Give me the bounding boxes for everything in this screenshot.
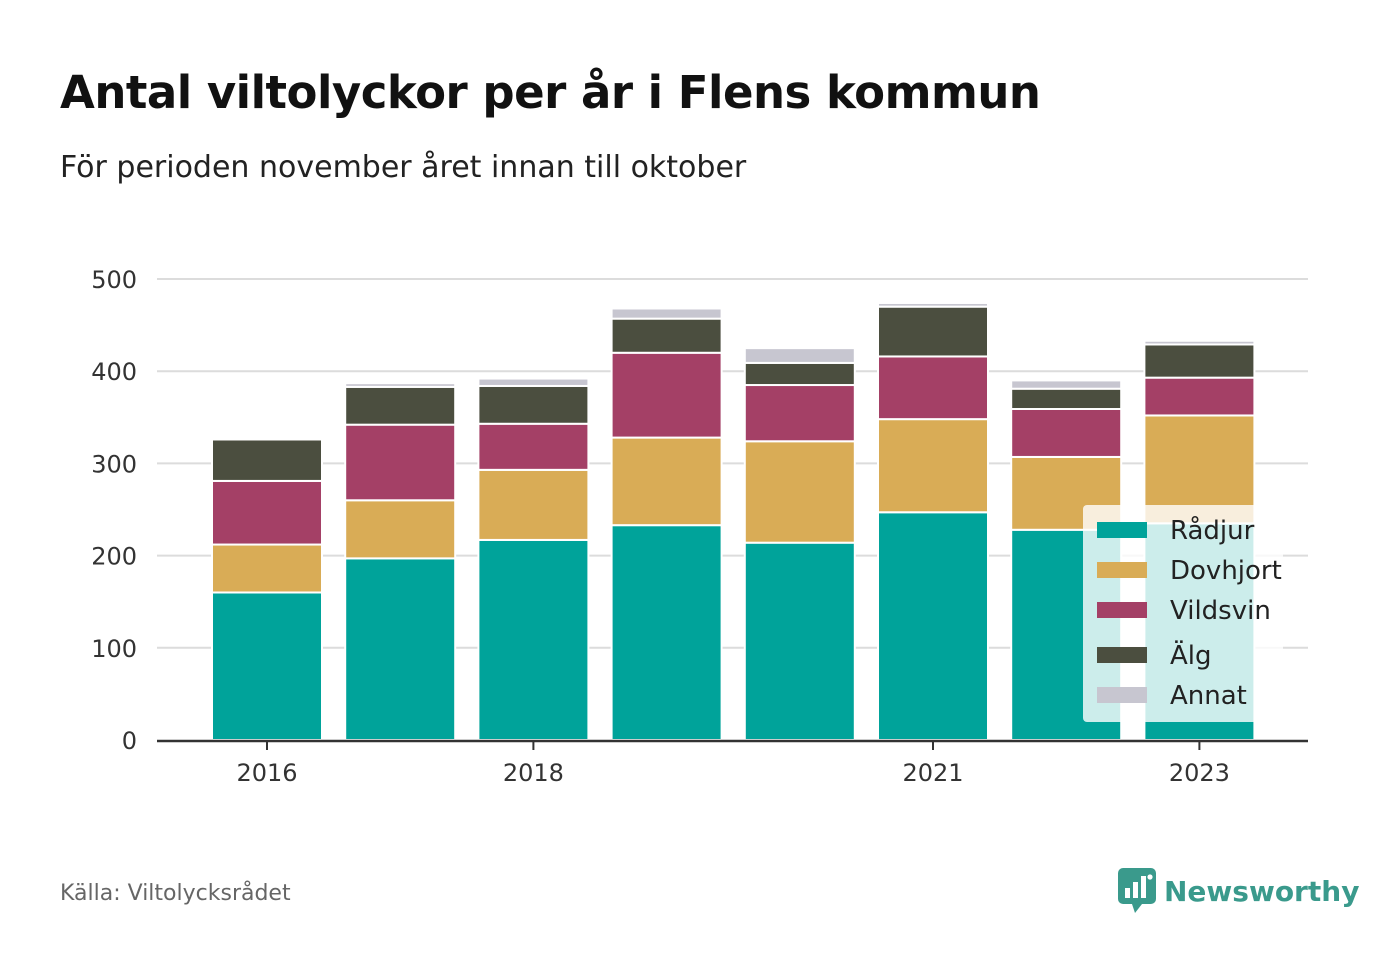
x-tick-label: 2021: [902, 759, 963, 787]
bar-segment-dovhjort-2017: [344, 499, 457, 560]
legend-label: Dovhjort: [1170, 556, 1282, 586]
bar-segment-dovhjort-2020: [743, 440, 856, 544]
bar-segment-älg-2020: [743, 361, 856, 387]
legend-swatch-rådjur: [1097, 522, 1147, 538]
y-tick-label: 400: [91, 358, 137, 386]
legend-label: Älg: [1170, 639, 1212, 671]
bar-segment-dovhjort-2021: [877, 418, 989, 514]
y-tick-label: 200: [91, 543, 137, 571]
legend-swatch-älg: [1097, 647, 1147, 663]
bar-segment-annat-2019: [610, 307, 723, 320]
y-tick-label: 500: [91, 266, 137, 294]
bar-segment-älg-2022: [1010, 387, 1123, 411]
bar-segment-rådjur-2021: [877, 511, 989, 741]
bar-segment-dovhjort-2016: [211, 543, 323, 594]
bar-segment-älg-2018: [477, 384, 590, 425]
legend-swatch-dovhjort: [1097, 562, 1147, 578]
bar-segment-annat-2018: [477, 377, 590, 387]
source-note: Källa: Viltolycksrådet: [60, 881, 291, 906]
brand-name: Newsworthy: [1164, 874, 1360, 908]
bar-segment-vildsvin-2017: [344, 423, 457, 502]
bar-segment-älg-2017: [344, 385, 457, 426]
bar-segment-rådjur-2018: [477, 538, 590, 742]
x-tick-label: 2018: [503, 759, 564, 787]
bar-segment-älg-2019: [610, 317, 723, 354]
bar-segment-vildsvin-2023: [1143, 376, 1256, 417]
bar-segment-älg-2021: [877, 305, 989, 358]
legend-box: [1083, 505, 1283, 722]
legend-label: Annat: [1170, 681, 1247, 711]
legend-label: Rådjur: [1170, 515, 1255, 546]
legend-label: Vildsvin: [1170, 596, 1271, 626]
legend-swatch-vildsvin: [1097, 602, 1147, 618]
bar-segment-vildsvin-2020: [743, 384, 856, 443]
bar-segment-vildsvin-2022: [1010, 408, 1123, 458]
bar-segment-vildsvin-2019: [610, 351, 723, 439]
legend-swatch-annat: [1097, 687, 1147, 703]
bar-segment-vildsvin-2021: [877, 355, 989, 421]
bar-segment-vildsvin-2016: [211, 479, 323, 546]
bar-segment-annat-2023: [1143, 339, 1256, 346]
bar-segment-dovhjort-2018: [477, 468, 590, 541]
bar-segment-dovhjort-2019: [610, 436, 723, 527]
bar-chart-speech-bubble-icon: [1118, 868, 1156, 913]
bar-segment-älg-2016: [211, 438, 323, 482]
bar-segment-vildsvin-2018: [477, 422, 590, 471]
bar-segment-rådjur-2019: [610, 524, 723, 742]
bar-segment-annat-2022: [1010, 379, 1123, 390]
bar-segment-rådjur-2017: [344, 557, 457, 742]
y-tick-label: 0: [122, 727, 137, 755]
bar-segment-rådjur-2020: [743, 541, 856, 742]
chart-title: Antal viltolyckor per år i Flens kommun: [60, 66, 1041, 119]
bar-segment-älg-2023: [1143, 343, 1256, 379]
y-tick-label: 300: [91, 450, 137, 478]
bar-segment-annat-2021: [877, 301, 989, 308]
chart-subtitle: För perioden november året innan till ok…: [60, 150, 747, 185]
bar-segment-annat-2017: [344, 382, 457, 388]
x-tick-label: 2023: [1169, 759, 1230, 787]
bar-segment-annat-2020: [743, 347, 856, 364]
x-tick-label: 2016: [236, 759, 297, 787]
y-tick-label: 100: [91, 635, 137, 663]
bar-segment-annat-2016: [211, 437, 323, 441]
bar-segment-rådjur-2016: [211, 591, 323, 741]
brand-logo: Newsworthy: [1118, 868, 1359, 914]
